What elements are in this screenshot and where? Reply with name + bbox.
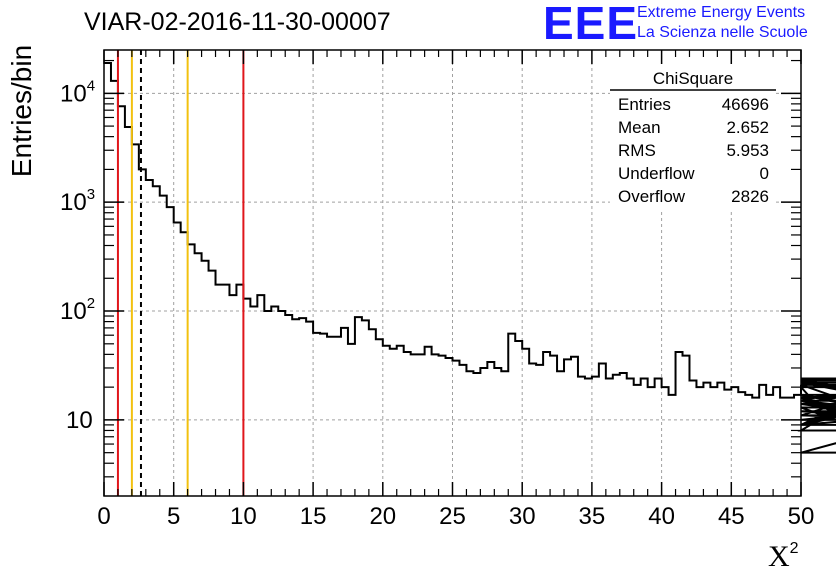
x-tick-label: 40: [648, 503, 675, 530]
x-tick-label: 30: [509, 503, 536, 530]
x-tick-label: 0: [97, 503, 110, 530]
logo-line-2: La Scienza nelle Scuole: [637, 24, 808, 41]
x-tick-label: 35: [579, 503, 606, 530]
stats-box-frame: [610, 64, 776, 210]
x-tick-label: 10: [230, 503, 257, 530]
logo-line-1: Extreme Energy Events: [637, 4, 806, 21]
stats-value-underflow: 0: [760, 164, 769, 183]
y-tick-label: 102: [60, 295, 95, 325]
x-axis-label-sup: 2: [790, 540, 799, 557]
y-tick-label: 103: [60, 186, 95, 216]
stats-box-title: ChiSquare: [653, 69, 733, 88]
y-tick-label-exp: 3: [87, 186, 95, 203]
stats-label-underflow: Underflow: [618, 164, 695, 183]
axis-ticks: [103, 50, 802, 496]
x-axis-label: X2: [768, 540, 799, 572]
eee-logo: EEE: [543, 0, 639, 49]
y-tick-label-exp: 2: [87, 295, 95, 312]
stats-label-overflow: Overflow: [618, 187, 686, 206]
y-tick-label-base: 10: [66, 407, 93, 434]
x-tick-label: 25: [439, 503, 466, 530]
y-tick-label-base: 10: [60, 189, 87, 216]
stats-value-overflow: 2826: [731, 187, 769, 206]
x-tick-label: 5: [167, 503, 180, 530]
x-axis-label-base: X: [768, 540, 790, 572]
y-axis-label: Entries/bin: [6, 45, 37, 177]
stats-value-rms: 5.953: [726, 141, 769, 160]
histogram-line: [104, 61, 836, 454]
stats-label-rms: RMS: [618, 141, 656, 160]
stats-label-mean: Mean: [618, 118, 661, 137]
stats-value-mean: 2.652: [726, 118, 769, 137]
chart-title: VIAR-02-2016-11-30-00007: [84, 8, 391, 36]
y-tick-label-base: 10: [60, 298, 87, 325]
x-tick-label: 20: [369, 503, 396, 530]
x-tick-label: 50: [788, 503, 815, 530]
x-tick-labels: 0 5 10 15 20 25 30 35 40 45 50: [97, 503, 814, 530]
reference-lines: [116, 50, 245, 496]
stats-label-entries: Entries: [618, 95, 671, 114]
y-tick-label: 10: [66, 407, 93, 434]
y-tick-label: 104: [60, 77, 95, 107]
stats-box: ChiSquare Entries 46696 Mean 2.652 RMS 5…: [610, 64, 776, 210]
stats-value-entries: 46696: [722, 95, 769, 114]
y-tick-label-exp: 4: [87, 77, 95, 94]
y-tick-label-base: 10: [60, 80, 87, 107]
x-tick-label: 15: [300, 503, 327, 530]
x-tick-label: 45: [718, 503, 745, 530]
